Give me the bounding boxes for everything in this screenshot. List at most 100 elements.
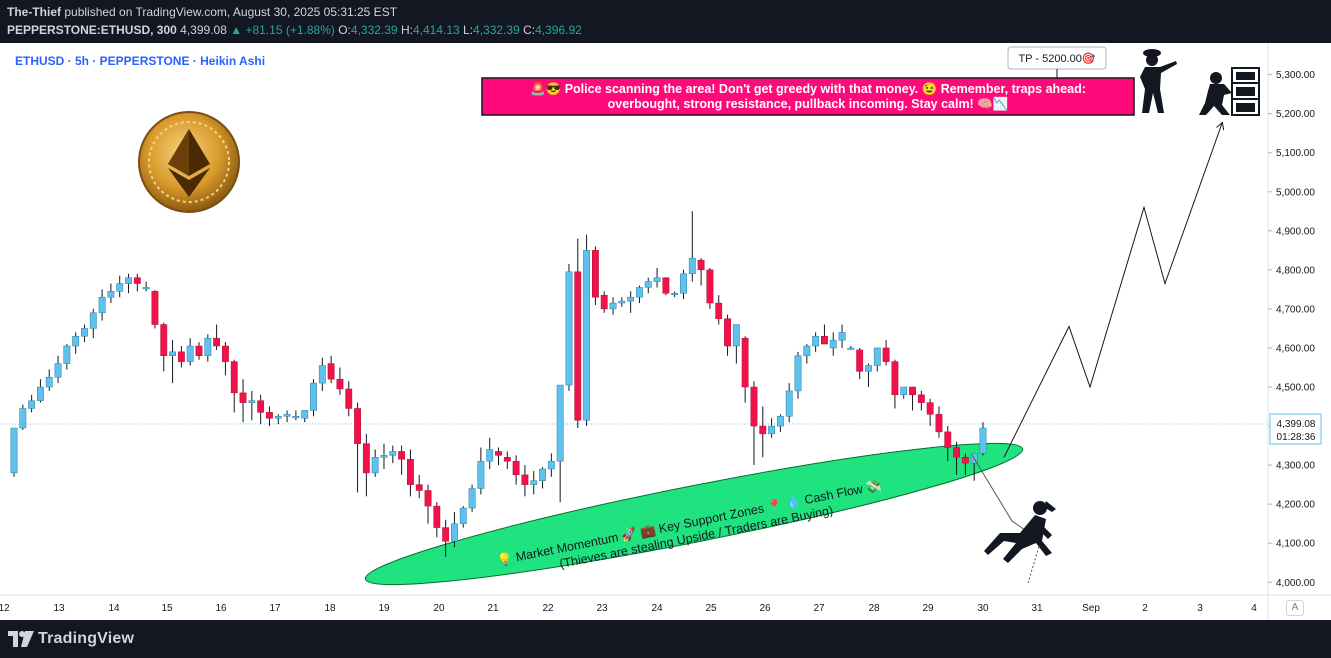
time-tick-label: 29 <box>922 603 934 614</box>
candle-down <box>944 431 952 448</box>
candle-up <box>54 363 62 378</box>
last-price-label: 4,399.08 01:28:36 <box>1269 413 1322 445</box>
price-tick-label: 5,300.00 <box>1276 70 1315 81</box>
candle-down <box>433 505 441 528</box>
candle-up <box>107 291 115 298</box>
warning-line1: 🚨😎 Police scanning the area! Don't get g… <box>530 81 1086 96</box>
time-tick-label: 28 <box>868 603 880 614</box>
header: The-Thief published on TradingView.com, … <box>0 0 1331 43</box>
footer: TradingView <box>0 620 1331 658</box>
candle-up <box>583 250 591 421</box>
candle-down <box>715 302 723 319</box>
candle-up <box>776 416 784 427</box>
candle-down <box>406 458 414 485</box>
time-tick-label: Sep <box>1082 603 1100 614</box>
warning-callout[interactable]: 🚨😎 Police scanning the area! Don't get g… <box>481 77 1135 116</box>
price-tick-label: 4,900.00 <box>1276 226 1315 237</box>
candle-down <box>741 337 749 388</box>
candle-up <box>310 382 317 411</box>
auto-scale-button[interactable]: A <box>1286 600 1304 616</box>
time-tick-label: 14 <box>108 603 120 614</box>
tradingview-logo-icon <box>8 631 34 647</box>
candle-up <box>142 287 150 290</box>
candle-up <box>530 480 538 485</box>
candle-up <box>838 332 846 341</box>
time-tick-label: 20 <box>433 603 445 614</box>
price-tick-label: 4,600.00 <box>1276 343 1315 354</box>
candle-up <box>274 416 282 419</box>
projection-path <box>1003 123 1222 458</box>
candle-up <box>72 335 80 347</box>
time-tick-label: 15 <box>161 603 173 614</box>
candle-up <box>627 296 635 302</box>
candle-up <box>292 416 300 419</box>
time-tick-label: 24 <box>651 603 663 614</box>
candle-up <box>653 277 661 282</box>
time-tick-label: 18 <box>324 603 336 614</box>
candle-up <box>283 414 291 417</box>
candle-down <box>750 386 758 427</box>
candle-up <box>19 408 27 429</box>
candle-up <box>37 386 44 401</box>
candle-up <box>644 281 652 288</box>
time-tick-label: 2 <box>1142 603 1148 614</box>
tradingview-logo[interactable]: TradingView <box>8 629 134 649</box>
candle-down <box>230 361 238 394</box>
tp-label[interactable]: TP - 5200.00🎯 <box>1007 46 1107 70</box>
symbol-label[interactable]: PEPPERSTONE:ETHUSD, 300 <box>7 23 177 37</box>
candle-down <box>591 250 599 298</box>
candle-up <box>794 355 802 392</box>
candle-up <box>186 345 194 362</box>
candle-up <box>301 410 309 419</box>
author-name[interactable]: The-Thief <box>7 5 61 19</box>
close-value: 4,396.92 <box>535 23 582 37</box>
candle-down <box>724 318 731 347</box>
candle-up <box>680 273 687 294</box>
price-tick-label: 5,200.00 <box>1276 109 1315 120</box>
candle-up <box>169 351 176 357</box>
candle-down <box>821 335 828 345</box>
candle-down <box>257 400 265 413</box>
candle-up <box>847 347 855 350</box>
candle-up <box>89 312 97 329</box>
candle-up <box>28 400 36 409</box>
price-tick-label: 5,000.00 <box>1276 187 1315 198</box>
candle-down <box>442 527 450 542</box>
candle-up <box>547 460 555 470</box>
candle-down <box>662 277 670 294</box>
candle-up <box>812 335 820 347</box>
price-axis[interactable]: 5,300.00 5,200.00 5,100.00 5,000.00 4,900.00… <box>1268 70 1315 589</box>
candle-down <box>133 277 141 284</box>
candle-up <box>451 523 458 542</box>
time-axis[interactable]: 12 13 14 15 16 17 18 19 20 21 22 23 24 25 26 27 28 29 30 31… <box>0 603 1257 614</box>
chart-legend-title[interactable]: ETHUSD · 5h · PEPPERSTONE · Heikin Ashi <box>15 54 265 68</box>
candle-down <box>917 394 925 403</box>
chart-canvas[interactable]: 💡 Market Momentum 🚀 💼 Key Support Zones … <box>0 43 1331 620</box>
candle-up <box>565 271 573 386</box>
thief-at-safe-icon <box>1199 67 1260 116</box>
candle-up <box>486 449 494 462</box>
warning-line2: overbought, strong resistance, pullback … <box>608 96 1009 111</box>
time-tick-label: 3 <box>1197 603 1203 614</box>
high-value: 4,414.13 <box>412 23 460 37</box>
climbing-thief-icon <box>984 501 1056 563</box>
chart-frame[interactable]: 💡 Market Momentum 🚀 💼 Key Support Zones … <box>0 43 1331 620</box>
price-tick-label: 4,500.00 <box>1276 383 1315 394</box>
candle-up <box>829 339 837 349</box>
candle-up <box>768 425 776 435</box>
time-tick-label: 22 <box>542 603 554 614</box>
candle-up <box>636 287 643 298</box>
time-tick-label: 31 <box>1031 603 1043 614</box>
candle-down <box>177 351 185 362</box>
price-tick-label: 4,000.00 <box>1276 578 1315 589</box>
time-tick-label: 19 <box>378 603 390 614</box>
time-tick-label: 16 <box>215 603 227 614</box>
candle-up <box>125 277 132 284</box>
candle-down <box>495 451 502 456</box>
candle-up <box>732 324 740 347</box>
candle-up <box>609 302 617 310</box>
candle-down <box>398 451 406 460</box>
price-tick-label: 5,100.00 <box>1276 148 1315 159</box>
candle-down <box>926 402 934 415</box>
time-tick-label: 27 <box>813 603 825 614</box>
